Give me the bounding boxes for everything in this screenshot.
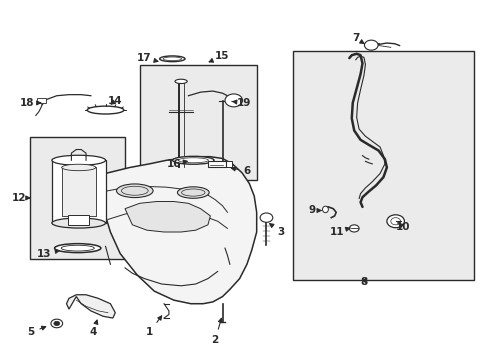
Polygon shape [76,157,256,304]
Ellipse shape [177,187,209,198]
Text: 8: 8 [360,277,367,287]
Text: 1: 1 [145,316,162,337]
Circle shape [386,215,404,228]
Text: 14: 14 [108,96,122,106]
Ellipse shape [116,184,153,198]
Bar [61,167,96,216]
Bar [68,215,89,225]
Ellipse shape [159,56,184,62]
Circle shape [364,40,377,50]
Bar [207,161,226,167]
Circle shape [54,321,60,325]
Bar [52,160,105,223]
Circle shape [260,213,272,222]
Ellipse shape [175,79,187,84]
Bar [140,65,256,180]
Ellipse shape [87,106,123,114]
Bar [37,98,46,103]
Circle shape [51,319,62,328]
Text: 5: 5 [27,326,45,337]
Text: 18: 18 [20,98,41,108]
Bar [30,137,125,259]
Bar [212,161,232,167]
Ellipse shape [172,156,214,164]
Text: 13: 13 [36,248,59,258]
Text: 16: 16 [166,159,187,169]
Text: 9: 9 [307,206,321,216]
Ellipse shape [52,155,105,165]
Polygon shape [66,295,115,318]
Text: 10: 10 [395,222,409,231]
Circle shape [348,225,358,232]
Bar [293,51,473,280]
Ellipse shape [61,164,96,171]
Ellipse shape [322,206,328,213]
Polygon shape [125,202,210,232]
Text: 17: 17 [137,53,158,63]
Text: 6: 6 [231,166,250,176]
Circle shape [224,94,242,107]
Text: 3: 3 [269,224,284,237]
Text: 12: 12 [12,193,30,203]
Text: 19: 19 [231,98,251,108]
Text: 4: 4 [89,320,98,337]
Ellipse shape [55,244,101,253]
Text: 7: 7 [351,33,364,44]
Ellipse shape [52,218,105,228]
Text: 15: 15 [209,51,229,62]
Text: 2: 2 [211,318,222,345]
Text: 11: 11 [329,227,349,237]
